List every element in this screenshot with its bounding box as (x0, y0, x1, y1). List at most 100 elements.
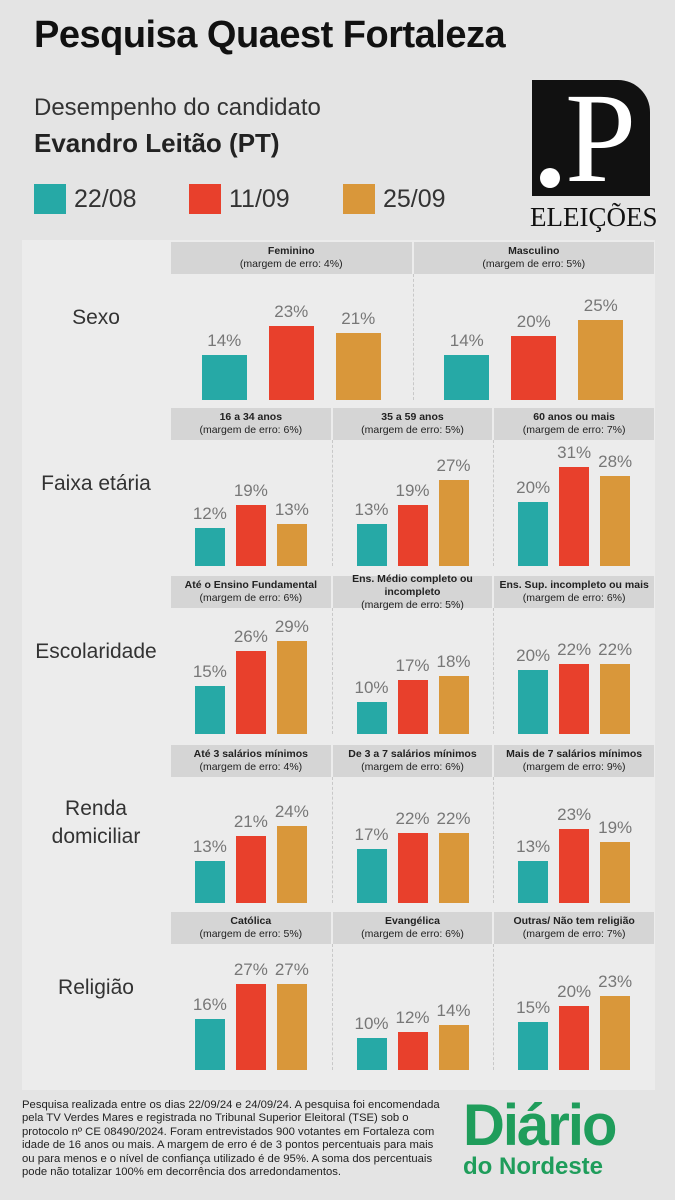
bar-11/09 (235, 835, 266, 903)
logo-dot (540, 168, 560, 188)
data-label: 17% (395, 655, 430, 675)
segment-name: Feminino (267, 245, 315, 257)
bar-11/09 (235, 650, 266, 734)
segment-header: Feminino (margem de erro: 4%) (171, 242, 412, 274)
data-label: 22% (598, 639, 633, 659)
data-label: 16% (192, 994, 227, 1014)
data-label: 15% (192, 662, 227, 681)
data-label: 13% (274, 500, 309, 520)
bar-11/09 (559, 1006, 590, 1070)
bar-25/09 (600, 996, 631, 1070)
bar-22/08 (201, 355, 247, 400)
bar-22/08 (194, 861, 225, 903)
segment-header: Católica (margem de erro: 5%) (171, 912, 331, 944)
column-divider (493, 944, 495, 1070)
data-label: 13% (354, 500, 389, 520)
bar-11/09 (397, 505, 428, 566)
bar-22/08 (194, 686, 225, 734)
segment-header: Até 3 salários mínimos (margem de erro: 4… (171, 745, 331, 777)
data-label: 22% (395, 808, 430, 828)
row-label-4: Religião (58, 976, 134, 999)
column-divider (331, 608, 333, 734)
bar-22/08 (356, 524, 387, 566)
segment-header: Ens. Sup. incompleto ou mais (margem de e… (494, 576, 654, 608)
bar-25/09 (276, 641, 307, 734)
data-label: 31% (557, 442, 592, 462)
data-label: 20% (516, 646, 551, 665)
row-label-2: Escolaridade (35, 640, 157, 663)
data-label: 12% (395, 1007, 430, 1027)
data-label: 24% (274, 802, 309, 822)
segment-margin: (margem de erro: 6%) (199, 592, 303, 604)
bar-22/08 (518, 670, 549, 734)
data-label: 17% (354, 824, 389, 844)
data-label: 22% (557, 639, 592, 659)
data-label: 18% (436, 652, 471, 672)
segment-margin: (margem de erro: 5%) (199, 928, 303, 940)
data-label: 15% (516, 998, 551, 1017)
segment-name: Mais de 7 salários mínimos (506, 748, 643, 760)
data-label: 21% (341, 308, 376, 328)
bar-25/09 (276, 983, 307, 1070)
data-label: 25% (583, 296, 618, 315)
bar-22/08 (194, 527, 225, 566)
bar-25/09 (335, 332, 381, 400)
row-label-1: Faixa etária (41, 472, 151, 495)
segment-margin: (margem de erro: 4%) (199, 761, 303, 773)
legend-swatch (343, 184, 375, 214)
segment-header: Evangélica (margem de erro: 6%) (332, 912, 493, 944)
segment-header: Ens. Médio completo ou incompleto (margem… (332, 573, 493, 611)
segment-header: Mais de 7 salários mínimos (margem de err… (494, 745, 654, 777)
footnote: Pesquisa realizada entre os dias 22/09/2… (22, 1099, 440, 1179)
legend-item-1: 22/08 (34, 184, 137, 214)
bar-25/09 (438, 1025, 469, 1070)
segment-name: Até o Ensino Fundamental (184, 579, 318, 591)
column-divider (493, 777, 495, 903)
segment-header: 35 a 59 anos (margem de erro: 5%) (332, 408, 493, 440)
bar-25/09 (276, 524, 307, 566)
bar-25/09 (276, 826, 307, 903)
segment-name: 60 anos ou mais (533, 411, 615, 423)
segment-name: Outras/ Não tem religião (513, 915, 635, 927)
logo-text: ELEIÇÕES (530, 202, 658, 232)
segment-header: Até o Ensino Fundamental (margem de erro:… (171, 576, 331, 608)
segment-name: 16 a 34 anos (219, 411, 283, 423)
data-label: 23% (274, 302, 309, 322)
data-label: 21% (233, 811, 268, 831)
data-label: 26% (233, 626, 268, 646)
candidate-name: Evandro Leitão (PT) (34, 128, 280, 158)
segment-margin: (margem de erro: 5%) (361, 598, 464, 611)
data-label: 14% (436, 1001, 471, 1021)
row-label-0: Sexo (72, 306, 120, 329)
bar-25/09 (438, 676, 469, 734)
segment-header: 16 a 34 anos (margem de erro: 6%) (171, 408, 331, 440)
segment-header: De 3 a 7 salários mínimos (margem de erro… (332, 745, 493, 777)
segment-margin: (margem de erro: 7%) (522, 928, 626, 940)
bar-11/09 (397, 679, 428, 734)
segment-margin: (margem de erro: 5%) (361, 424, 464, 436)
bar-22/08 (356, 1038, 387, 1070)
segment-margin: (margem de erro: 6%) (361, 928, 464, 940)
legend-item-2: 11/09 (189, 184, 290, 214)
bar-25/09 (578, 320, 624, 400)
data-label: 10% (354, 678, 389, 697)
bar-11/09 (235, 505, 266, 566)
logo-mark: P (565, 67, 637, 209)
brand-logo: Diário (463, 1093, 617, 1158)
bar-11/09 (397, 1031, 428, 1070)
row-label-3: Renda domiciliar (51, 797, 141, 848)
segment-margin: (margem de erro: 9%) (522, 761, 626, 773)
segment-name: De 3 a 7 salários mínimos (348, 748, 477, 760)
segment-name: 35 a 59 anos (381, 411, 444, 423)
segment-margin: (margem de erro: 4%) (239, 258, 343, 270)
bar-25/09 (438, 832, 469, 903)
legend-label: 22/08 (74, 184, 137, 213)
column-divider (331, 440, 333, 566)
legend-label: 25/09 (383, 184, 446, 213)
data-label: 19% (395, 481, 430, 501)
data-label: 12% (192, 503, 227, 523)
data-label: 29% (274, 617, 309, 637)
segment-margin: (margem de erro: 5%) (482, 258, 586, 270)
bar-25/09 (600, 476, 631, 566)
bar-22/08 (356, 848, 387, 903)
